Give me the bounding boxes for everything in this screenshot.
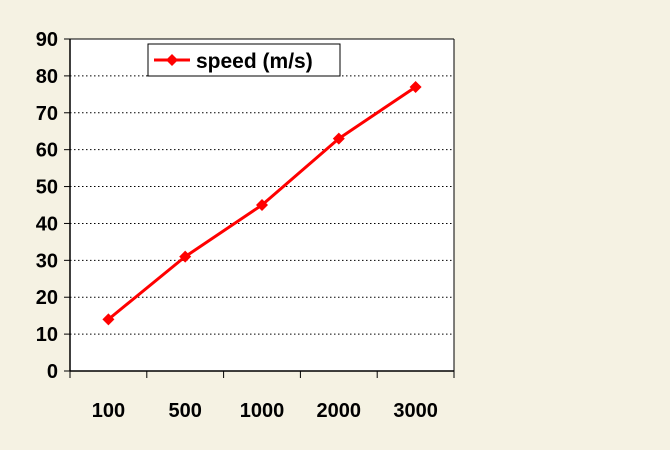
data-point — [332, 132, 345, 145]
y-tick-label: 0 — [47, 361, 58, 383]
legend-marker — [166, 54, 178, 66]
y-tick-label: 90 — [36, 29, 58, 51]
x-axis-ticks: 100 500 1000 2000 3000 — [69, 371, 455, 422]
x-tick-label: 2000 — [317, 400, 362, 422]
y-tick-label: 60 — [36, 140, 58, 162]
y-tick-label: 70 — [36, 103, 58, 125]
axes — [69, 38, 455, 372]
y-tick-label: 80 — [36, 66, 58, 88]
data-point — [256, 199, 268, 211]
data-point — [409, 80, 422, 93]
y-tick-label: 10 — [36, 324, 58, 346]
y-axis-ticks: 0 10 20 30 40 50 60 70 80 90 — [36, 29, 70, 383]
legend-label: speed (m/s) — [196, 50, 313, 73]
y-tick-label: 50 — [36, 177, 58, 199]
y-tick-label: 30 — [36, 250, 58, 272]
x-tick-label: 1000 — [240, 400, 285, 422]
legend: speed (m/s) — [147, 43, 341, 77]
data-point — [102, 313, 115, 326]
x-tick-label: 500 — [169, 400, 202, 422]
x-tick-label: 100 — [92, 400, 125, 422]
y-tick-label: 40 — [36, 213, 58, 235]
series-group — [102, 80, 422, 326]
x-tick-label: 3000 — [393, 400, 438, 422]
data-point — [179, 250, 192, 263]
y-tick-label: 20 — [36, 287, 58, 309]
